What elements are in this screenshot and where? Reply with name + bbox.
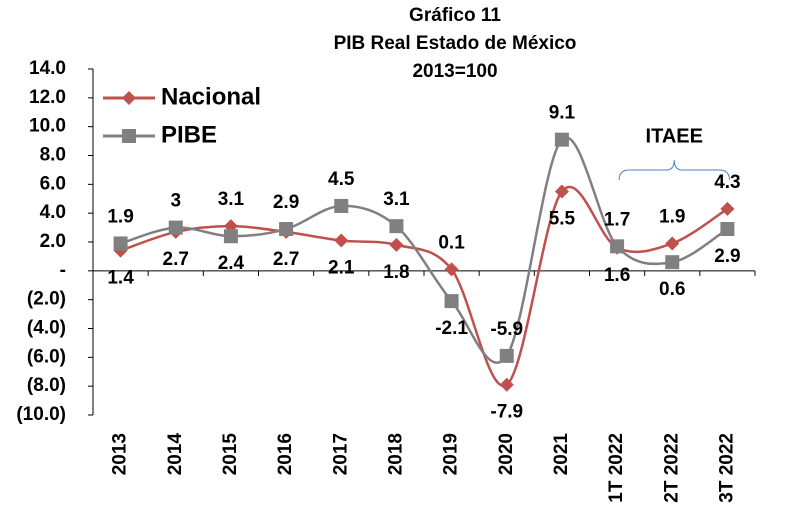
chart-title: Gráfico 11: [409, 5, 501, 26]
x-tick-label: 2019: [441, 433, 462, 475]
data-label: 0.1: [438, 232, 465, 253]
marker: [720, 201, 735, 216]
data-label: 2.9: [273, 192, 299, 213]
x-tick-label: 1T 2022: [606, 433, 627, 503]
data-label: -7.9: [490, 402, 523, 423]
marker: [279, 222, 294, 237]
chart-subtitle: PIB Real Estado de México: [334, 33, 577, 54]
data-label: 4.3: [714, 172, 740, 193]
x-tick-label: 2016: [275, 433, 296, 475]
data-label: 1.4: [107, 268, 134, 289]
y-tick-label: 14.0: [29, 58, 66, 79]
marker: [610, 239, 625, 254]
y-tick-label: 8.0: [40, 145, 66, 166]
legend-label: PIBE: [161, 121, 217, 148]
marker: [389, 237, 404, 252]
data-label: 5.5: [549, 209, 576, 230]
marker: [554, 184, 569, 199]
data-label: 4.5: [328, 169, 355, 190]
data-label: 2.7: [273, 249, 299, 270]
annotation: ITAEE: [646, 125, 703, 147]
marker: [720, 222, 735, 237]
data-label: 9.1: [549, 103, 576, 124]
data-label: 0.6: [659, 279, 685, 300]
marker: [554, 132, 569, 147]
y-tick-label: 6.0: [40, 173, 66, 194]
marker: [499, 377, 514, 392]
marker: [168, 220, 183, 235]
data-label: -2.1: [435, 318, 468, 339]
y-tick-label: 4.0: [40, 202, 66, 223]
marker: [444, 294, 459, 309]
y-tick-label: -: [60, 260, 66, 281]
x-tick-label: 2018: [385, 433, 406, 475]
data-label: 2.4: [218, 253, 245, 274]
data-label: -5.9: [490, 319, 523, 340]
marker: [665, 236, 680, 251]
legend-marker: [122, 129, 136, 143]
y-tick-label: (4.0): [27, 318, 66, 339]
marker: [665, 255, 680, 270]
marker: [444, 262, 459, 277]
x-tick-label: 2021: [551, 433, 572, 476]
y-tick-label: (6.0): [27, 346, 66, 367]
x-tick-label: 2015: [220, 433, 241, 476]
legend-marker: [122, 91, 136, 105]
marker: [389, 219, 404, 234]
series-line: [120, 185, 729, 387]
chart-subtitle: 2013=100: [412, 61, 497, 82]
y-tick-label: 10.0: [29, 116, 66, 137]
x-tick-label: 2T 2022: [661, 433, 682, 503]
x-tick-label: 2014: [165, 433, 186, 476]
marker: [499, 348, 514, 363]
y-tick-label: 12.0: [29, 87, 66, 108]
marker: [223, 229, 238, 244]
x-tick-label: 2017: [330, 433, 351, 475]
data-label: 1.8: [383, 262, 409, 283]
y-tick-label: (10.0): [16, 404, 66, 425]
bracket: [618, 159, 730, 181]
data-label: 3.1: [218, 189, 245, 210]
data-label: 1.9: [107, 206, 133, 227]
data-label: 3: [170, 191, 181, 212]
x-tick-label: 2020: [496, 433, 517, 475]
x-tick-label: 2013: [110, 433, 131, 475]
y-tick-label: 2.0: [40, 231, 66, 252]
legend-label: Nacional: [161, 83, 261, 110]
x-tick-label: 3T 2022: [716, 433, 737, 503]
marker: [334, 198, 349, 213]
marker: [113, 236, 128, 251]
y-tick-label: (8.0): [27, 375, 66, 396]
data-label: 2.9: [714, 246, 740, 267]
data-label: 1.6: [604, 265, 630, 286]
data-label: 2.1: [328, 258, 355, 279]
data-label: 1.9: [659, 206, 685, 227]
y-tick-label: (2.0): [27, 289, 66, 310]
data-label: 2.7: [163, 249, 189, 270]
data-label: 1.7: [604, 209, 630, 230]
marker: [334, 233, 349, 248]
data-label: 3.1: [383, 189, 410, 210]
